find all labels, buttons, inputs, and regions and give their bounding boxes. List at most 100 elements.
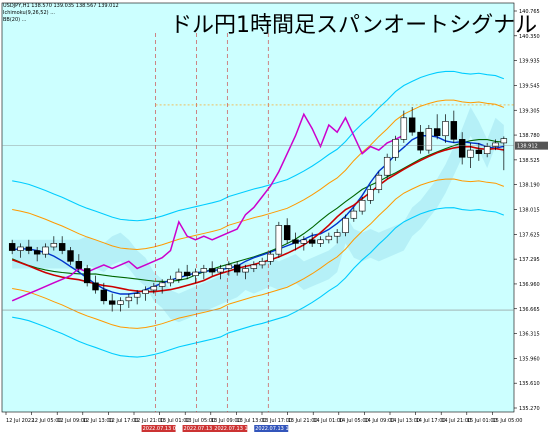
candle-body [475,149,483,154]
candle-body [233,264,241,273]
candle-body [400,117,408,140]
candle-body [467,149,474,158]
candle-body [125,296,133,302]
symbol-info: USDJPY,H1 138.570 139.035 138.567 139.01… [3,3,119,9]
span-label-box [182,425,217,432]
x-tick-label: 13 Jul 17:00 [262,418,292,424]
span-label-box [213,425,248,432]
candle-body [8,243,16,251]
y-tick-label: 138.780 [519,133,540,139]
y-tick-label: 136.315 [519,332,540,338]
x-tick-label: 12 Jul 09:00 [57,418,87,424]
x-tick-label: 12 Jul 2022 [6,418,34,424]
x-tick-label: 12 Jul 21:00 [134,418,164,424]
ichimoku-cloud [12,107,504,323]
candle-body [42,246,49,255]
candle-body [225,264,233,269]
candle-body [417,131,424,151]
candle-body [383,156,391,176]
candle-body [483,146,491,154]
y-tick-label: 138.525 [519,158,540,164]
x-tick-label: 15 Jul 01:00 [467,418,497,424]
candle-body [283,225,291,241]
candle-body [217,268,224,273]
candle-body [142,289,149,294]
y-tick-label: 135.270 [519,406,540,412]
y-tick-label: 137.625 [519,232,540,238]
candle-body [100,289,108,302]
candle-body [308,239,316,244]
candle-body [150,286,158,291]
candle-body [183,271,191,276]
y-tick-label: 136.960 [519,282,540,288]
x-tick-label: 15 Jul 05:00 [492,418,522,424]
current-price-label: 138.912 [517,144,538,150]
x-tick-label: 14 Jul 09:00 [364,418,394,424]
x-tick-label: 13 Jul 21:00 [288,418,318,424]
candle-body [342,217,349,233]
candle-body [75,261,83,269]
candle-body [50,243,58,248]
x-tick-label: 14 Jul 05:00 [339,418,369,424]
candle-body [67,250,74,262]
x-tick-label: 12 Jul 13:00 [83,418,113,424]
candle-body [433,128,441,137]
plot-area [1,2,515,413]
candle-body [350,210,358,219]
span-label: 2022.07.13 06:00 [184,426,229,432]
span-label: 2022.07.13 18:00 [255,426,300,432]
candle-body [500,138,508,144]
candle-body [175,271,183,280]
candle-body [17,246,24,251]
candle-body [367,189,374,201]
candle-body [492,142,499,147]
candle-body [425,128,433,151]
candle-body [375,174,383,190]
candle-body [158,282,166,287]
x-tick-label: 13 Jul 09:00 [211,418,241,424]
candle-body [242,268,249,273]
candle-body [358,200,366,212]
y-tick-label: 136.665 [519,307,540,313]
indicator-info: Ichimoku(9,26,52) ... [3,10,55,16]
y-tick-label: 140.350 [519,34,540,40]
y-tick-label: 137.295 [519,257,540,263]
y-tick-label: 139.935 [519,59,540,65]
x-tick-label: 13 Jul 05:00 [185,418,215,424]
span-label-box [254,425,289,432]
x-tick-label: 13 Jul 01:00 [160,418,190,424]
span-label-box [141,425,176,432]
bb-lower-1 [12,178,505,329]
candle-body [292,239,299,244]
candle-body [450,121,458,140]
candle-body [458,139,466,158]
chart-title: ドル円1時間足スパンオートシグナル [170,13,538,38]
y-tick-label: 135.610 [519,381,540,387]
candle-body [258,261,266,266]
candle-body [192,271,199,276]
candle-body [317,239,324,244]
candle-body [333,232,341,237]
candle-body [325,235,333,241]
x-tick-label: 13 Jul 13:00 [236,418,266,424]
x-tick-label: 14 Jul 21:00 [441,418,471,424]
candle-body [83,268,91,284]
senkou-line [11,138,504,283]
y-tick-label: 138.015 [519,208,540,214]
bb-lower-2 [12,207,505,358]
candle-body [167,278,174,284]
candle-body [250,264,258,269]
candle-body [392,139,399,158]
x-tick-label: 12 Jul 05:00 [32,418,62,424]
span-label: 2022.07.13 12:00 [214,426,259,432]
span-label: 2022.07.13 00:00 [143,426,188,432]
x-tick-label: 14 Jul 01:00 [313,418,343,424]
candle-body [117,300,124,305]
y-tick-label: 139.545 [519,83,540,89]
x-tick-label: 14 Jul 13:00 [390,418,420,424]
bb-upper-1 [12,99,505,250]
y-tick-label: 139.305 [519,108,540,114]
y-tick-label: 140.765 [519,9,540,15]
